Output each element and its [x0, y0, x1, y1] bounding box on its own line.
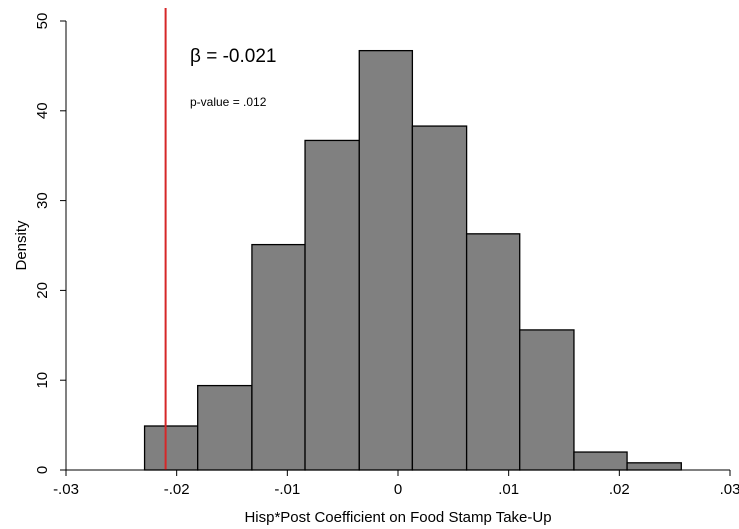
x-tick-label: 0 [394, 481, 402, 498]
y-tick-label: 40 [34, 102, 51, 119]
histogram-bar-4 [304, 139, 360, 471]
y-tick-label: 20 [34, 282, 51, 299]
beta-annotation: β = -0.021 [190, 46, 276, 67]
pvalue-annotation: p-value = .012 [190, 95, 267, 109]
x-tick-label: .01 [498, 481, 519, 498]
y-tick-label: 50 [34, 13, 51, 30]
y-tick-label: 30 [34, 192, 51, 209]
histogram-bar-9 [573, 451, 628, 471]
x-tick-label: -.01 [274, 481, 300, 498]
histogram-bar-10 [626, 462, 682, 471]
y-tick-label: 10 [34, 372, 51, 389]
histogram-bar-7 [465, 233, 521, 471]
histogram-bar-8 [519, 329, 575, 471]
histogram-bar-2 [197, 384, 253, 471]
histogram-bar-6 [411, 125, 468, 471]
x-axis-ticks: -.03 -.02 -.01 0 .01 .02 .03 [53, 470, 739, 498]
y-axis-ticks: 0 10 20 30 40 50 [34, 13, 66, 474]
y-axis-title: Density [13, 220, 30, 271]
histogram-bar-5 [358, 49, 414, 471]
x-tick-label: -.03 [53, 481, 79, 498]
histogram-bar-3 [251, 243, 306, 471]
x-tick-label: -.02 [164, 481, 190, 498]
x-tick-label: .02 [609, 481, 630, 498]
histogram-bar-1 [143, 425, 199, 471]
histogram-bars [143, 49, 682, 471]
x-tick-label: .03 [720, 481, 739, 498]
x-axis-title: Hisp*Post Coefficient on Food Stamp Take… [244, 509, 551, 526]
y-tick-label: 0 [34, 466, 51, 474]
